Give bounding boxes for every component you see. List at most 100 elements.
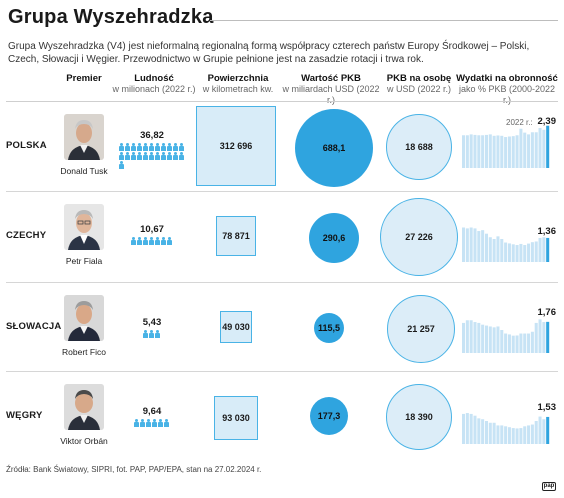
header-defense-sub: jako % PKB (2000-2022 r.)	[458, 84, 556, 105]
person-icon	[158, 419, 163, 427]
defense-bar	[500, 425, 504, 444]
defense-bar	[477, 322, 481, 353]
defense-bar	[462, 413, 466, 444]
population-icons	[134, 419, 170, 427]
population-icons	[131, 237, 173, 245]
gdp-circle: 688,1	[295, 109, 373, 187]
population-value: 36,82	[140, 130, 164, 141]
person-icon	[140, 419, 145, 427]
defense-value: 2,39	[537, 116, 557, 127]
defense-bars	[462, 319, 550, 353]
person-icon	[143, 152, 148, 160]
defense-bar	[481, 324, 485, 353]
person-icon	[149, 152, 154, 160]
defense-bar	[504, 242, 508, 262]
header-population-label: Ludność	[134, 73, 174, 84]
defense-bar	[492, 422, 496, 444]
defense-bar	[465, 135, 469, 168]
person-icon	[167, 237, 172, 245]
person-icon	[143, 330, 148, 338]
premier-photo	[64, 384, 104, 430]
defense-bar	[511, 335, 515, 353]
premier-name: Petr Fiala	[65, 256, 103, 266]
defense-bar	[492, 135, 496, 168]
defense-bars	[462, 125, 550, 168]
defense-bar	[507, 243, 511, 262]
defense-bar	[519, 333, 523, 353]
country-row-slowacja: SŁOWACJA Robert Fico 5,43 49 030 115,5 2…	[0, 283, 564, 371]
header-area: Powierzchnia w kilometrach kw.	[192, 73, 284, 95]
area-value: 49 030	[222, 322, 250, 332]
population-icons	[143, 330, 161, 338]
defense-bar	[469, 320, 473, 353]
page-title: Grupa Wyszehradzka	[8, 6, 214, 28]
defense-bar	[523, 245, 527, 262]
source-note: Źródła: Bank Światowy, SIPRI, fot. PAP, …	[6, 465, 262, 474]
premier-photo	[64, 204, 104, 250]
defense-bar	[542, 129, 546, 168]
defense-bar	[462, 135, 466, 168]
premier-name: Donald Tusk	[60, 166, 108, 176]
defense-bar	[530, 132, 534, 168]
defense-value: 1,76	[537, 307, 557, 318]
defense-bar	[511, 244, 515, 262]
person-icon	[179, 143, 184, 151]
defense-bar	[492, 327, 496, 353]
area-square: 312 696	[196, 106, 276, 186]
population-icons	[119, 143, 185, 169]
gdppc-value: 18 688	[405, 142, 433, 152]
header-population-sub: w milionach (2022 r.)	[112, 84, 196, 94]
person-icon	[167, 152, 172, 160]
premier-photo	[64, 114, 104, 160]
defense-bar	[500, 239, 504, 262]
gdppc-circle: 18 390	[386, 384, 452, 450]
defense-bar	[530, 424, 534, 444]
defense-year-label: 2022 r.:	[506, 118, 533, 127]
defense-bar	[465, 413, 469, 444]
premier-name: Robert Fico	[62, 347, 106, 357]
row-separator	[6, 191, 558, 192]
person-icon	[137, 152, 142, 160]
gdppc-circle: 18 688	[386, 114, 452, 180]
defense-bar	[484, 421, 488, 444]
defense-bar	[481, 230, 485, 262]
defense-bar	[462, 322, 466, 353]
defense-value: 1,36	[537, 226, 557, 237]
defense-bar	[527, 243, 531, 262]
defense-bar	[542, 322, 546, 353]
defense-bar	[492, 239, 496, 262]
defense-bar	[488, 134, 492, 168]
defense-bar	[542, 237, 546, 262]
defense-bar	[473, 228, 477, 262]
defense-bar	[534, 421, 538, 444]
area-value: 93 030	[222, 413, 250, 423]
defense-bar	[496, 135, 500, 168]
defense-bar	[496, 236, 500, 262]
person-icon	[131, 152, 136, 160]
defense-bar	[469, 134, 473, 168]
gdp-value: 290,6	[322, 233, 346, 243]
defense-bar	[496, 425, 500, 444]
gdp-value: 177,3	[317, 411, 341, 421]
defense-bar	[534, 132, 538, 168]
row-separator	[6, 282, 558, 283]
defense-bar	[465, 228, 469, 262]
person-icon	[173, 152, 178, 160]
country-row-polska: POLSKA Donald Tusk 36,82 312 696 688,1 1…	[0, 102, 564, 190]
defense-chart: 1,76	[462, 301, 558, 359]
defense-bar	[534, 241, 538, 262]
defense-bar	[488, 237, 492, 262]
area-square: 93 030	[214, 396, 258, 440]
defense-chart: 1,36	[462, 210, 558, 268]
header-gdppc: PKB na osobę w USD (2022 r.)	[378, 73, 460, 95]
defense-bar	[538, 237, 542, 262]
defense-bar	[527, 425, 531, 444]
person-icon	[119, 143, 124, 151]
defense-bar	[504, 333, 508, 353]
defense-bar	[469, 413, 473, 444]
header-defense: Wydatki na obronność jako % PKB (2000-20…	[454, 73, 560, 106]
premier-name: Viktor Orbán	[60, 436, 108, 446]
person-icon	[143, 143, 148, 151]
defense-bar	[507, 427, 511, 444]
person-icon	[155, 330, 160, 338]
